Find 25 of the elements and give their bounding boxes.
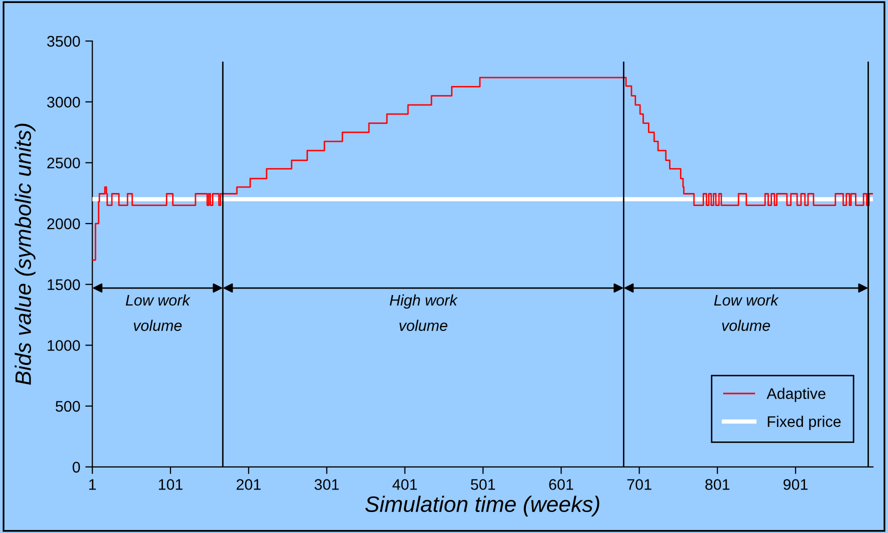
y-tick-label: 3500 <box>47 36 80 47</box>
y-axis-title: Bids value (symbolic units) <box>14 124 36 385</box>
legend-label: Fixed price <box>768 416 841 430</box>
y-tick-label: 3000 <box>47 96 80 108</box>
x-tick-label: 101 <box>158 479 182 490</box>
x-tick-label: 501 <box>470 479 496 490</box>
x-tick-label: 701 <box>627 479 652 490</box>
y-tick-label: 500 <box>56 400 80 412</box>
x-tick-label: 1 <box>89 479 96 490</box>
y-tick-label: 2000 <box>47 218 80 230</box>
legend-label: Adaptive <box>766 388 826 402</box>
x-tick-label: 301 <box>314 479 339 490</box>
annotation: Low work volume <box>126 294 190 331</box>
annotation: Low work volume <box>714 294 779 331</box>
x-axis-title: Simulation time (weeks) <box>365 496 600 516</box>
x-tick-label: 401 <box>392 479 417 490</box>
y-tick-label: 0 <box>72 462 80 473</box>
x-tick-label: 601 <box>549 479 574 490</box>
x-tick-label: 901 <box>784 479 808 490</box>
y-tick-label: 1500 <box>48 279 80 290</box>
y-tick-label: 1000 <box>48 340 80 351</box>
y-tick-label: 2500 <box>47 158 80 168</box>
x-tick-label: 201 <box>236 479 261 490</box>
annotation: High work volume <box>390 294 458 331</box>
x-tick-label: 801 <box>705 479 730 490</box>
